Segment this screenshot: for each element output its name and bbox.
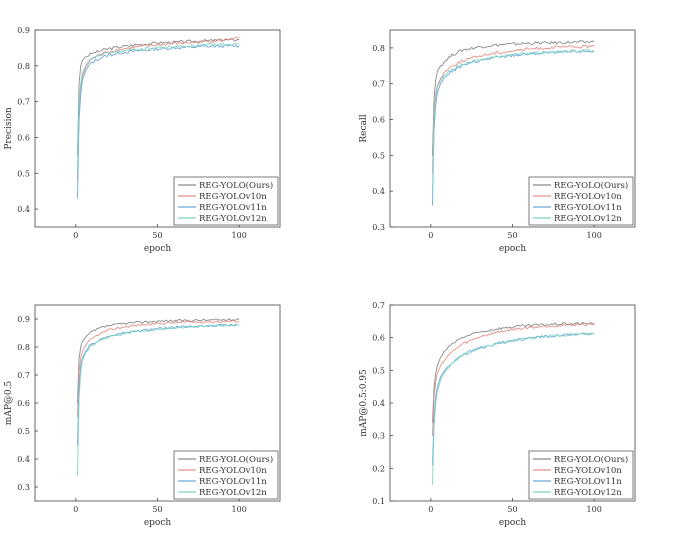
- legend-label: REG-YOLOv12n: [199, 488, 267, 498]
- legend-label: REG-YOLOv12n: [554, 488, 622, 498]
- x-tick-label: 0: [73, 505, 78, 514]
- x-tick-label: 50: [152, 505, 162, 514]
- y-tick-label: 0.6: [372, 334, 385, 343]
- legend-label: REG-YOLO(Ours): [554, 454, 628, 465]
- x-axis-title: epoch: [144, 518, 172, 528]
- y-tick-label: 0.7: [17, 98, 30, 107]
- y-tick-label: 0.5: [17, 427, 30, 436]
- x-tick-label: 100: [232, 505, 247, 514]
- x-tick-label: 100: [587, 231, 602, 240]
- y-tick-label: 0.7: [372, 301, 385, 310]
- x-tick-label: 100: [587, 505, 602, 514]
- series-line-reg-yolo-ours: [77, 318, 240, 404]
- legend-label: REG-YOLOv12n: [199, 214, 267, 224]
- y-tick-label: 0.8: [17, 343, 30, 352]
- series-line-reg-yolo-ours: [432, 321, 595, 423]
- legend-label: REG-YOLO(Ours): [554, 180, 628, 191]
- series-line-reg-yolov12n: [432, 49, 595, 192]
- y-tick-label: 0.3: [17, 483, 30, 492]
- y-axis-title: Recall: [359, 114, 369, 142]
- y-tick-label: 0.4: [17, 455, 30, 464]
- y-tick-label: 0.9: [17, 26, 30, 35]
- legend-label: REG-YOLOv10n: [554, 192, 622, 202]
- legend: REG-YOLO(Ours)REG-YOLOv10nREG-YOLOv11nRE…: [173, 176, 279, 226]
- x-tick-label: 50: [152, 231, 162, 240]
- y-tick-label: 0.6: [372, 116, 385, 125]
- series-line-reg-yolov10n: [77, 36, 240, 181]
- y-tick-label: 0.7: [372, 80, 385, 89]
- chart-4: 0.1 0.2 0.3 0.4 0.5 0.6 0.7 0 50 100 epoch mAP@0.5:…: [359, 301, 636, 528]
- series-line-reg-yolov12n: [77, 324, 240, 476]
- chart-2: 0.3 0.4 0.5 0.6 0.7 0.8 0 50 100 epoch Recall REG-Y…: [359, 29, 636, 254]
- series-line-reg-yolo-ours: [432, 40, 595, 156]
- legend-label: REG-YOLOv11n: [554, 203, 622, 213]
- y-tick-label: 0.2: [372, 464, 385, 473]
- legend-label: REG-YOLOv11n: [199, 203, 267, 213]
- y-tick-label: 0.4: [372, 399, 385, 408]
- x-tick-label: 0: [428, 505, 433, 514]
- y-tick-label: 0.6: [17, 399, 30, 408]
- y-axis-title: mAP@0.5: [4, 381, 14, 426]
- y-tick-label: 0.8: [17, 62, 30, 71]
- legend: REG-YOLO(Ours)REG-YOLOv10nREG-YOLOv11nRE…: [173, 450, 279, 500]
- x-tick-label: 0: [428, 231, 433, 240]
- series-line-reg-yolo-ours: [77, 38, 240, 156]
- legend-label: REG-YOLOv11n: [554, 477, 622, 487]
- y-tick-label: 0.3: [372, 432, 385, 441]
- y-tick-label: 0.5: [372, 151, 385, 160]
- x-axis-title: epoch: [144, 244, 172, 254]
- y-tick-label: 0.3: [372, 223, 385, 232]
- series-line-reg-yolov12n: [432, 332, 595, 485]
- y-tick-label: 0.5: [17, 169, 30, 178]
- series-line-reg-yolov10n: [432, 44, 595, 174]
- y-axis-title: mAP@0.5:0.95: [359, 369, 369, 437]
- y-tick-label: 0.9: [17, 315, 30, 324]
- legend-label: REG-YOLO(Ours): [199, 180, 273, 191]
- series-line-reg-yolov11n: [77, 44, 240, 199]
- legend: REG-YOLO(Ours)REG-YOLOv10nREG-YOLOv11nRE…: [528, 450, 634, 500]
- y-tick-label: 0.4: [372, 187, 385, 196]
- series-line-reg-yolov11n: [432, 332, 595, 466]
- y-axis-title: Precision: [4, 107, 14, 150]
- y-tick-label: 0.8: [372, 44, 385, 53]
- legend-label: REG-YOLOv10n: [554, 466, 622, 476]
- legend-label: REG-YOLOv11n: [199, 477, 267, 487]
- chart-1: 0.4 0.5 0.6 0.7 0.8 0.9 0 50 100 epoch Precision RE…: [4, 26, 281, 254]
- legend-label: REG-YOLOv10n: [199, 192, 267, 202]
- y-tick-label: 0.4: [17, 205, 30, 214]
- x-tick-label: 100: [232, 231, 247, 240]
- legend-box: [173, 176, 279, 226]
- y-tick-label: 0.6: [17, 133, 30, 142]
- series-line-reg-yolov12n: [77, 42, 240, 174]
- legend-label: REG-YOLOv10n: [199, 466, 267, 476]
- y-tick-label: 0.5: [372, 366, 385, 375]
- x-tick-label: 0: [73, 231, 78, 240]
- x-tick-label: 50: [507, 505, 517, 514]
- series-line-reg-yolov11n: [432, 49, 595, 206]
- x-axis-title: epoch: [499, 518, 527, 528]
- x-axis-title: epoch: [499, 244, 527, 254]
- y-tick-label: 0.1: [372, 497, 385, 506]
- legend-label: REG-YOLO(Ours): [199, 454, 273, 465]
- legend-label: REG-YOLOv12n: [554, 214, 622, 224]
- series-line-reg-yolov10n: [432, 322, 595, 436]
- series-line-reg-yolov10n: [77, 319, 240, 418]
- series-line-reg-yolov11n: [77, 323, 240, 446]
- chart-3: 0.3 0.4 0.5 0.6 0.7 0.8 0.9 0 50 100 epoch mAP@0.5 R…: [4, 304, 281, 528]
- y-tick-label: 0.7: [17, 371, 30, 380]
- x-tick-label: 50: [507, 231, 517, 240]
- legend: REG-YOLO(Ours)REG-YOLOv10nREG-YOLOv11nRE…: [528, 176, 634, 226]
